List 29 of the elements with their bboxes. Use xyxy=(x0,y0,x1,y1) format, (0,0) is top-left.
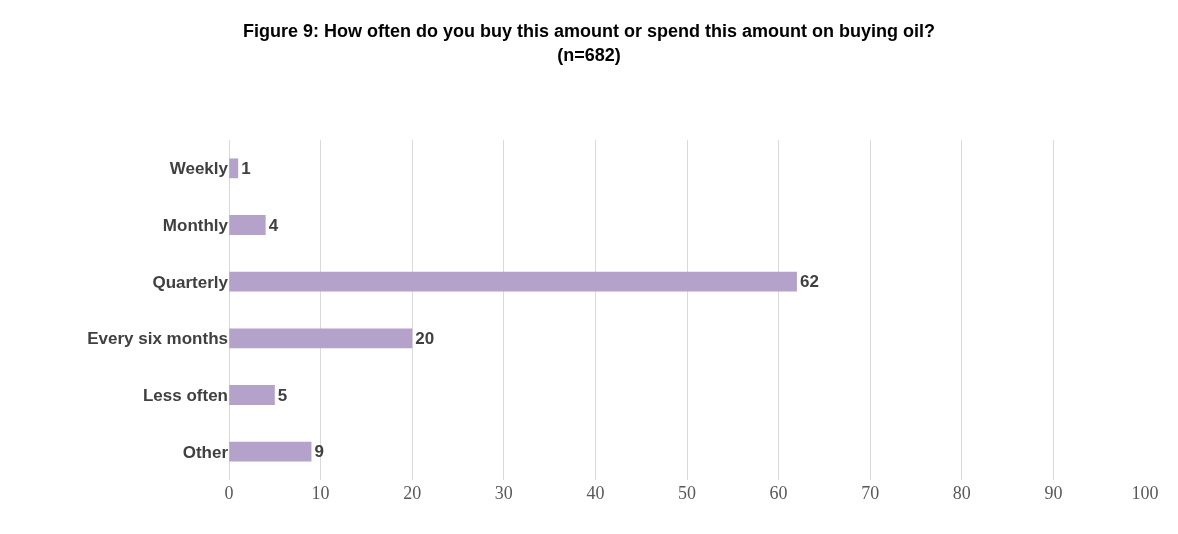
x-tick-label: 80 xyxy=(952,483,971,503)
bar xyxy=(229,385,275,405)
x-tick-label: 30 xyxy=(494,483,513,503)
data-label: 1 xyxy=(241,158,251,178)
bar xyxy=(229,328,413,349)
chart-title: Figure 9: How often do you buy this amount or spend this amount on buying oil? (n=682) xyxy=(243,21,935,65)
bar xyxy=(229,271,797,292)
y-tick-label: Other xyxy=(182,442,229,462)
x-tick-label: 90 xyxy=(1044,483,1063,503)
x-tick-label: 40 xyxy=(586,483,605,503)
data-label: 5 xyxy=(277,385,288,405)
data-label: 62 xyxy=(799,272,819,292)
data-label: 9 xyxy=(314,442,324,462)
bar xyxy=(229,441,312,462)
x-tick-label: 70 xyxy=(861,483,880,503)
x-tick-label: 10 xyxy=(311,483,330,503)
bar xyxy=(229,215,266,235)
y-tick-label: Quarterly xyxy=(152,272,229,292)
x-tick-label: 100 xyxy=(1131,483,1159,503)
data-label: 20 xyxy=(415,328,435,348)
y-tick-label: Every six months xyxy=(87,329,228,349)
x-tick-label: 20 xyxy=(403,483,422,503)
x-tick-label: 50 xyxy=(678,483,696,503)
data-label: 4 xyxy=(268,215,279,235)
x-tick-label: 60 xyxy=(769,483,788,503)
y-tick-label: Weekly xyxy=(169,159,229,179)
y-tick-label: Less often xyxy=(142,385,228,405)
x-tick-label: 0 xyxy=(224,483,234,503)
y-tick-label: Monthly xyxy=(162,215,229,235)
